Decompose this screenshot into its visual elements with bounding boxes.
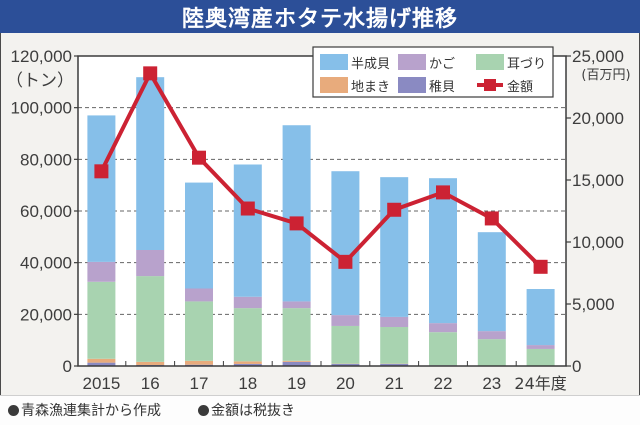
amount-marker <box>143 66 157 80</box>
bar-segment <box>527 349 555 366</box>
bar-segment <box>136 362 164 365</box>
left-tick-label: 80,000 <box>20 150 72 169</box>
bar-segment <box>478 232 506 331</box>
legend-swatch <box>398 77 426 93</box>
legend-label: 金額 <box>507 79 533 95</box>
bar-segment <box>87 262 115 282</box>
amount-marker <box>534 260 548 274</box>
bar-segment <box>136 250 164 276</box>
bar-segment <box>283 308 311 361</box>
right-tick-label: 20,000 <box>572 109 624 128</box>
right-tick-label: 25,000 <box>572 47 624 66</box>
x-tick-label: 19 <box>287 374 306 393</box>
legend-marker-swatch <box>484 79 496 91</box>
legend-label: 地まき <box>351 80 390 95</box>
bar-segment <box>234 297 262 308</box>
bar-segment <box>283 361 311 362</box>
right-axis: 0 5,000 10,000 15,000 20,000 25,000 <box>566 47 624 376</box>
left-tick-label: 40,000 <box>20 254 72 273</box>
x-tick-label: 23 <box>482 374 501 393</box>
amount-marker <box>290 216 304 230</box>
right-tick-label: 15,000 <box>572 171 624 190</box>
bar-segment <box>380 327 408 364</box>
bar-segment <box>331 171 359 315</box>
amount-marker <box>485 211 499 225</box>
bar-segment <box>283 301 311 308</box>
bullet-icon <box>198 405 209 416</box>
bar-segment <box>234 308 262 361</box>
x-tick-label: 2015 <box>82 374 120 393</box>
x-tick-label: 18 <box>238 374 257 393</box>
bar-segment <box>429 332 457 365</box>
left-axis-unit: （トン） <box>6 71 74 91</box>
bar-segment <box>87 282 115 359</box>
bar-segment <box>380 317 408 327</box>
bar-segment <box>136 77 164 250</box>
bar-segment <box>136 276 164 362</box>
x-tick-label: 22 <box>434 374 453 393</box>
amount-marker <box>436 185 450 199</box>
x-tick-label: 21 <box>385 374 404 393</box>
bar-segment <box>87 359 115 363</box>
x-tick-label: 16 <box>141 374 160 393</box>
left-axis: 0 20,000 40,000 60,000 80,000 100,000 120,000 <box>11 47 78 376</box>
legend-swatch <box>320 77 348 93</box>
bar-segment <box>331 326 359 364</box>
legend-swatch <box>476 54 504 70</box>
right-tick-label: 5,000 <box>572 295 615 314</box>
bar-segment <box>429 323 457 332</box>
amount-marker <box>387 203 401 217</box>
left-tick-label: 60,000 <box>20 202 72 221</box>
legend-swatch <box>398 54 426 70</box>
footer-note-text: 青森漁連集計から作成 <box>21 403 161 419</box>
footer-note-source: 青森漁連集計から作成 <box>8 400 161 420</box>
legend-label: 半成貝 <box>351 57 390 72</box>
right-tick-label: 0 <box>572 357 581 376</box>
bar-segment <box>331 315 359 326</box>
legend-label: 耳づり <box>507 57 546 72</box>
x-tick-label: 17 <box>190 374 209 393</box>
bar-segment <box>185 183 213 289</box>
chart: 020,00040,00060,00080,000100,000120,000 … <box>0 0 640 395</box>
amount-marker <box>241 202 255 216</box>
amount-marker <box>192 151 206 165</box>
footer: 青森漁連集計から作成 金額は税抜き <box>0 395 640 425</box>
right-tick-label: 10,000 <box>572 233 624 252</box>
footer-note-text: 金額は税抜き <box>211 403 295 419</box>
left-tick-label: 100,000 <box>11 99 72 118</box>
left-tick-label: 20,000 <box>20 305 72 324</box>
bar-segment <box>185 289 213 302</box>
footer-note-tax: 金額は税抜き <box>198 400 295 420</box>
left-tick-label: 0 <box>63 357 72 376</box>
left-tick-label: 120,000 <box>11 47 72 66</box>
bar-segment <box>380 177 408 317</box>
bar-segment <box>185 301 213 360</box>
right-axis-unit: (百万円) <box>581 68 630 83</box>
legend-label: 稚貝 <box>429 80 455 95</box>
legend-swatch <box>320 54 348 70</box>
bar-segment <box>429 178 457 323</box>
bar-segment <box>283 125 311 301</box>
bar-segment <box>87 115 115 261</box>
amount-marker <box>338 255 352 269</box>
bullet-icon <box>8 405 19 416</box>
x-tick-label: 24年度 <box>514 374 566 393</box>
amount-marker <box>94 164 108 178</box>
bar-segment <box>185 361 213 365</box>
bar-segment <box>478 339 506 365</box>
bar-segment <box>527 289 555 345</box>
bar-segment <box>234 165 262 297</box>
legend-label: かご <box>429 56 455 72</box>
bar-segment <box>234 361 262 364</box>
x-tick-label: 20 <box>336 374 355 393</box>
bar-segment <box>527 345 555 349</box>
bar-segment <box>478 331 506 339</box>
